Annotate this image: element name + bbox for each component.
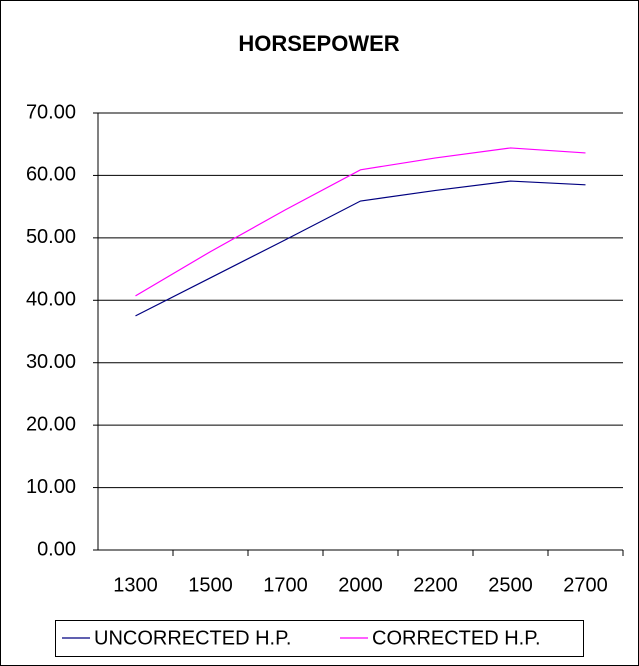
- series-line: [135, 147, 586, 297]
- y-tick-label: 40.00: [26, 289, 76, 311]
- chart-title: HORSEPOWER: [238, 31, 399, 56]
- x-tick-label: 2000: [338, 574, 383, 596]
- y-tick-label: 0.00: [37, 538, 76, 560]
- x-tick-label: 2500: [488, 574, 533, 596]
- x-tick-label: 1300: [113, 574, 158, 596]
- y-tick-label: 20.00: [26, 413, 76, 435]
- legend-box: [55, 620, 584, 657]
- x-tick-label: 2200: [413, 574, 458, 596]
- y-tick-label: 50.00: [26, 226, 76, 248]
- x-tick-label: 1700: [263, 574, 308, 596]
- y-tick-label: 10.00: [26, 476, 76, 498]
- y-tick-label: 30.00: [26, 351, 76, 373]
- x-tick-label: 1500: [188, 574, 233, 596]
- legend-label: UNCORRECTED H.P.: [94, 627, 291, 649]
- series-line: [135, 180, 586, 317]
- y-tick-label: 70.00: [26, 101, 76, 123]
- y-tick-label: 60.00: [26, 164, 76, 186]
- x-tick-label: 2700: [563, 574, 608, 596]
- legend-label: CORRECTED H.P.: [372, 627, 541, 649]
